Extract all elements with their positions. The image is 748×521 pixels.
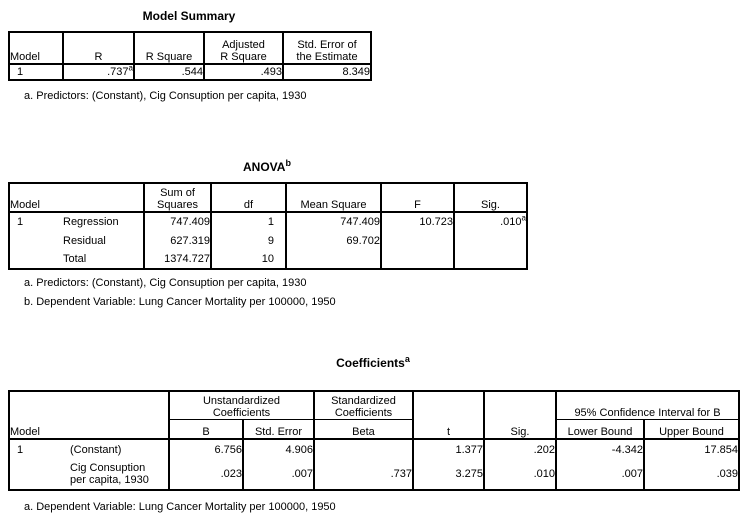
cell-mean-square: 69.702 bbox=[285, 231, 381, 250]
cell-std-error: .007 bbox=[242, 459, 314, 490]
header-f: F bbox=[380, 183, 454, 213]
header-df: df bbox=[210, 183, 286, 213]
header-upper-bound: Upper Bound bbox=[642, 419, 740, 440]
header-r-square: R Square bbox=[133, 32, 204, 65]
header-sig: Sig. bbox=[483, 391, 556, 440]
cell-sig: .010 bbox=[483, 459, 556, 490]
cell-std-error: 4.906 bbox=[242, 439, 314, 459]
cell-beta bbox=[313, 439, 413, 459]
cell-df: 10 bbox=[210, 250, 286, 269]
anova-title-footnote-marker: b bbox=[285, 158, 291, 168]
r-value: .737 bbox=[107, 66, 129, 78]
anova-table: Model Sum of Squares df Mean Square F Si… bbox=[8, 182, 528, 270]
table-row: 1 .737a .544 .493 8.349 bbox=[9, 64, 371, 80]
header-model: Model bbox=[9, 183, 144, 213]
table-row: Cig Consuption per capita, 1930 .023 .00… bbox=[9, 459, 740, 490]
cell-f: 10.723 bbox=[380, 212, 454, 231]
coefficients-title-footnote-marker: a bbox=[404, 354, 410, 364]
header-unstandardized-coefficients: Unstandardized Coefficients bbox=[168, 391, 314, 420]
cell-adjusted-r-square: .493 bbox=[203, 64, 283, 80]
sig-value: .010 bbox=[500, 216, 522, 228]
cell-model: 1 bbox=[17, 66, 24, 78]
cell-sig: .010a bbox=[453, 212, 527, 231]
row-label: (Constant) bbox=[70, 443, 122, 456]
cell-model-label: Total bbox=[9, 250, 144, 269]
anova-title: ANOVAb bbox=[8, 158, 526, 175]
header-std-error-estimate: Std. Error of the Estimate bbox=[282, 32, 371, 65]
sig-footnote-marker: a bbox=[521, 213, 526, 223]
header-sum-of-squares: Sum of Squares bbox=[143, 183, 211, 213]
header-mean-square: Mean Square bbox=[285, 183, 381, 213]
cell-r: .737a bbox=[62, 64, 134, 80]
coefficients-title-text: Coefficients bbox=[336, 356, 405, 370]
model-number: 1 bbox=[17, 216, 24, 228]
cell-model-label: 1 (Constant) bbox=[9, 439, 169, 459]
cell-upper-bound: 17.854 bbox=[642, 439, 740, 459]
cell-r-square: .544 bbox=[133, 64, 204, 80]
model-summary-table: Model R R Square Adjusted R Square Std. … bbox=[8, 31, 372, 81]
row-label: Residual bbox=[63, 234, 106, 247]
cell-t: 3.275 bbox=[412, 459, 484, 490]
cell-sum-of-squares: 747.409 bbox=[143, 212, 211, 231]
model-summary-title-text: Model Summary bbox=[142, 9, 236, 23]
cell-f bbox=[380, 231, 454, 250]
cell-t: 1.377 bbox=[412, 439, 484, 459]
cell-std-error-estimate: 8.349 bbox=[282, 64, 371, 80]
cell-mean-square bbox=[285, 250, 381, 269]
header-r: R bbox=[62, 32, 134, 65]
header-model: Model bbox=[9, 32, 63, 65]
cell-lower-bound: -4.342 bbox=[555, 439, 644, 459]
table-row: 1 Regression 747.409 1 747.409 10.723 .0… bbox=[9, 212, 527, 231]
cell-beta: .737 bbox=[313, 459, 413, 490]
cell-sum-of-squares: 627.319 bbox=[143, 231, 211, 250]
anova-title-text: ANOVA bbox=[243, 160, 286, 174]
cell-b: 6.756 bbox=[168, 439, 243, 459]
cell-upper-bound: .039 bbox=[642, 459, 740, 490]
row-label: Regression bbox=[63, 216, 119, 228]
header-lower-bound: Lower Bound bbox=[555, 419, 644, 440]
cell-model-label: 1 Regression bbox=[9, 212, 144, 231]
coefficients-table: Model Unstandardized Coefficients Standa… bbox=[8, 390, 741, 491]
coefficients-title: Coefficientsa bbox=[8, 354, 738, 371]
header-std-error: Std. Error bbox=[242, 419, 314, 440]
cell-sum-of-squares: 1374.727 bbox=[143, 250, 211, 269]
header-t: t bbox=[412, 391, 484, 440]
table-row: Residual 627.319 9 69.702 bbox=[9, 231, 527, 250]
model-number: 1 bbox=[17, 443, 24, 456]
r-footnote-marker: a bbox=[128, 64, 133, 73]
cell-df: 1 bbox=[210, 212, 286, 231]
cell-sig: .202 bbox=[483, 439, 556, 459]
header-sig: Sig. bbox=[453, 183, 527, 213]
cell-lower-bound: .007 bbox=[555, 459, 644, 490]
table-row: 1 (Constant) 6.756 4.906 1.377 .202 -4.3… bbox=[9, 439, 740, 459]
model-summary-title: Model Summary bbox=[8, 9, 370, 23]
row-label: Cig Consuption per capita, 1930 bbox=[70, 462, 149, 486]
table-row: Total 1374.727 10 bbox=[9, 250, 527, 269]
cell-mean-square: 747.409 bbox=[285, 212, 381, 231]
cell-f bbox=[380, 250, 454, 269]
header-standardized-coefficients: Standardized Coefficients bbox=[313, 391, 413, 420]
header-model: Model bbox=[9, 391, 169, 440]
anova-footnote-b: b. Dependent Variable: Lung Cancer Morta… bbox=[24, 296, 336, 308]
anova-footnote-a: a. Predictors: (Constant), Cig Consuptio… bbox=[24, 277, 307, 289]
header-b: B bbox=[168, 419, 243, 440]
cell-sig bbox=[453, 231, 527, 250]
header-adjusted-r-square: Adjusted R Square bbox=[203, 32, 283, 65]
cell-sig bbox=[453, 250, 527, 269]
model-summary-footnote-a: a. Predictors: (Constant), Cig Consuptio… bbox=[24, 90, 307, 102]
cell-df: 9 bbox=[210, 231, 286, 250]
cell-b: .023 bbox=[168, 459, 243, 490]
header-confidence-interval: 95% Confidence Interval for B bbox=[554, 391, 740, 420]
coefficients-footnote-a: a. Dependent Variable: Lung Cancer Morta… bbox=[24, 501, 336, 513]
row-label: Total bbox=[63, 253, 87, 265]
cell-model-label: Residual bbox=[9, 231, 144, 250]
cell-model-label: Cig Consuption per capita, 1930 bbox=[9, 459, 169, 490]
header-beta: Beta bbox=[313, 419, 413, 440]
